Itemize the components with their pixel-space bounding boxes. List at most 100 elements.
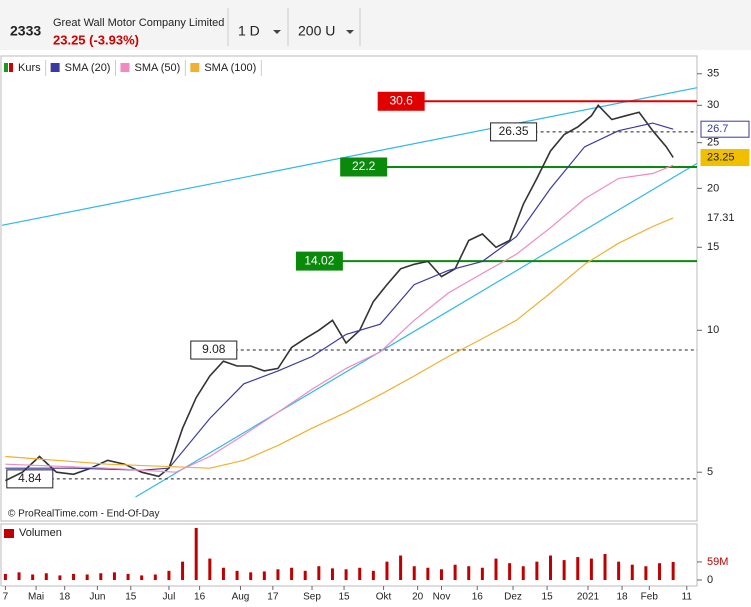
- volume-bar: [658, 563, 662, 580]
- volume-bar: [521, 566, 525, 580]
- x-tick-label: 15: [542, 592, 554, 602]
- level-label-box: [190, 340, 238, 360]
- volume-bar: [249, 572, 253, 580]
- volume-bar: [221, 567, 225, 580]
- price: 23.25 (-3.93%): [53, 32, 139, 47]
- y-tick-label: 5: [707, 466, 713, 478]
- volume-bar: [371, 570, 375, 580]
- header-bar: [0, 0, 751, 50]
- interval[interactable]: 1 D: [238, 23, 260, 39]
- x-tick-label: 17: [267, 592, 279, 602]
- volume-bar: [385, 561, 389, 580]
- volume-bar: [330, 568, 334, 580]
- volume-icon: [4, 529, 14, 538]
- volume-bar: [140, 575, 144, 580]
- volume-bar: [17, 572, 21, 580]
- volume-bar: [412, 566, 416, 580]
- y-tick-label: 30: [707, 99, 719, 111]
- volume-bar: [235, 570, 239, 580]
- units[interactable]: 200 U: [298, 23, 335, 39]
- legend-swatch: [4, 63, 8, 72]
- volume-bar: [358, 567, 362, 580]
- volume-bar: [630, 564, 634, 580]
- y-tick-label: 10: [707, 324, 719, 336]
- x-tick-label: 18: [59, 592, 71, 602]
- x-tick-label: Okt: [376, 592, 392, 602]
- volume-bar: [467, 566, 471, 580]
- level-label: 14.02: [304, 253, 334, 267]
- volume-bar: [562, 560, 566, 580]
- x-tick-label: Aug: [232, 592, 250, 602]
- volume-bar: [644, 566, 648, 580]
- y-tick-label: 15: [707, 241, 719, 253]
- volume-bar: [317, 566, 321, 580]
- last-value-label: 26.7: [707, 123, 728, 135]
- volume-bar: [535, 561, 539, 580]
- volume-bar: [31, 574, 35, 580]
- x-tick-label: 15: [338, 592, 350, 602]
- volume-bar: [208, 558, 212, 580]
- volume-bar: [126, 573, 130, 580]
- x-tick-label: Feb: [641, 592, 659, 602]
- level-label-box: [295, 251, 343, 271]
- volume-bar: [3, 573, 7, 580]
- volume-bar: [167, 570, 171, 580]
- level-label: 22.2: [352, 159, 376, 173]
- last-value-box: [700, 120, 750, 138]
- x-tick-label: Mai: [28, 592, 44, 602]
- volume-bar: [453, 564, 457, 580]
- x-tick-label: 18: [616, 592, 628, 602]
- x-tick-label: Sep: [303, 592, 321, 602]
- y-tick-label: 25: [707, 137, 719, 149]
- last-value-label: 23.25: [707, 151, 735, 163]
- source: © ProRealTime.com - End-Of-Day: [8, 509, 159, 520]
- symbol: 2333: [10, 23, 41, 39]
- y-tick-label: 20: [707, 182, 719, 194]
- legend-swatch: [50, 63, 60, 72]
- volume-bar: [603, 554, 607, 580]
- level-label-box: [340, 157, 388, 177]
- volume-tick-label: 59M: [707, 556, 728, 568]
- dropdown-arrow[interactable]: [273, 30, 281, 34]
- volume-bar: [426, 567, 430, 580]
- volume-bar: [112, 572, 116, 580]
- x-tick-label: 15: [125, 592, 137, 602]
- volume-bar: [72, 573, 76, 580]
- legend-swatch: [120, 63, 130, 72]
- trendline: [135, 162, 698, 498]
- legend-swatch: [190, 63, 200, 72]
- volume-bar: [671, 561, 675, 580]
- volume-bar: [99, 573, 103, 580]
- trendline: [1, 87, 698, 226]
- y-tick-label: 35: [707, 68, 719, 80]
- volume-bar: [589, 558, 593, 580]
- level-label: 9.08: [202, 342, 226, 356]
- x-tick-label: Jun: [89, 592, 105, 602]
- level-label-box: [377, 91, 425, 111]
- company: Great Wall Motor Company Limited: [53, 17, 224, 29]
- series-line: [5, 164, 674, 473]
- plot-frame: [0, 55, 698, 522]
- volume-label: Volumen: [19, 527, 62, 539]
- volume-bar: [549, 555, 553, 580]
- legend-swatch: [9, 63, 13, 72]
- dropdown-arrow[interactable]: [346, 30, 354, 34]
- volume-bar: [439, 569, 443, 580]
- x-tick-label: Jul: [163, 592, 176, 602]
- volume-bar: [508, 563, 512, 580]
- x-tick-label: 11: [682, 592, 693, 602]
- level-label: 26.35: [499, 124, 529, 138]
- volume-bar: [85, 574, 89, 580]
- x-tick-label: 2021: [577, 592, 600, 602]
- legend-label: SMA (50): [134, 62, 180, 74]
- series-line: [5, 122, 674, 471]
- legend-label: SMA (100): [204, 62, 256, 74]
- x-tick-label: 20: [412, 592, 424, 602]
- legend-label: SMA (20): [65, 62, 111, 74]
- volume-bar: [276, 569, 280, 580]
- volume-bar: [194, 528, 198, 580]
- volume-bar: [44, 573, 48, 580]
- last-value-box: [700, 149, 750, 167]
- volume-bar: [262, 571, 266, 580]
